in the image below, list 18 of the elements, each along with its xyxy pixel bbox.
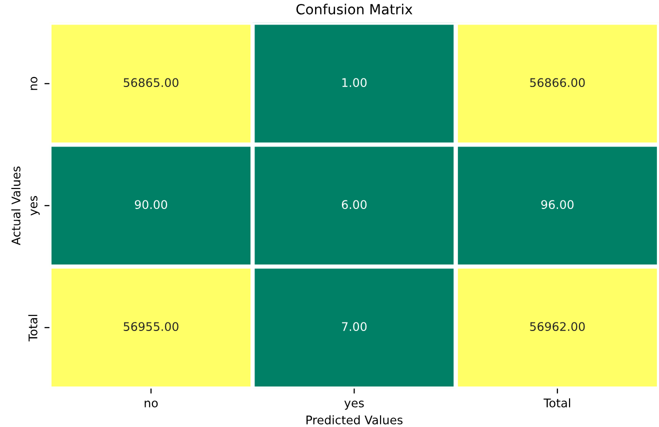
data-label: 6.00	[342, 200, 367, 210]
data-label: 56955.00	[124, 322, 178, 332]
data-label: 96.00	[541, 200, 574, 210]
y-tick-label: no	[30, 76, 38, 90]
data-label: 90.00	[134, 200, 168, 210]
data-label: 56962.00	[530, 322, 585, 332]
x-tick-label: Total	[544, 398, 570, 408]
y-tick-label: Total	[28, 314, 38, 342]
data-label: 56865.00	[124, 78, 178, 88]
x-tick-label: yes	[344, 400, 364, 410]
x-axis-title: Predicted Values	[306, 415, 403, 424]
data-label: 1.00	[342, 78, 367, 88]
data-label: 56866.00	[530, 78, 585, 88]
y-tick-label: yes	[30, 196, 40, 216]
x-tick-label: no	[144, 400, 158, 408]
chart-title: Confusion Matrix	[296, 4, 412, 14]
y-axis-title: Actual Values	[11, 166, 20, 246]
data-label: 7.00	[342, 322, 367, 332]
